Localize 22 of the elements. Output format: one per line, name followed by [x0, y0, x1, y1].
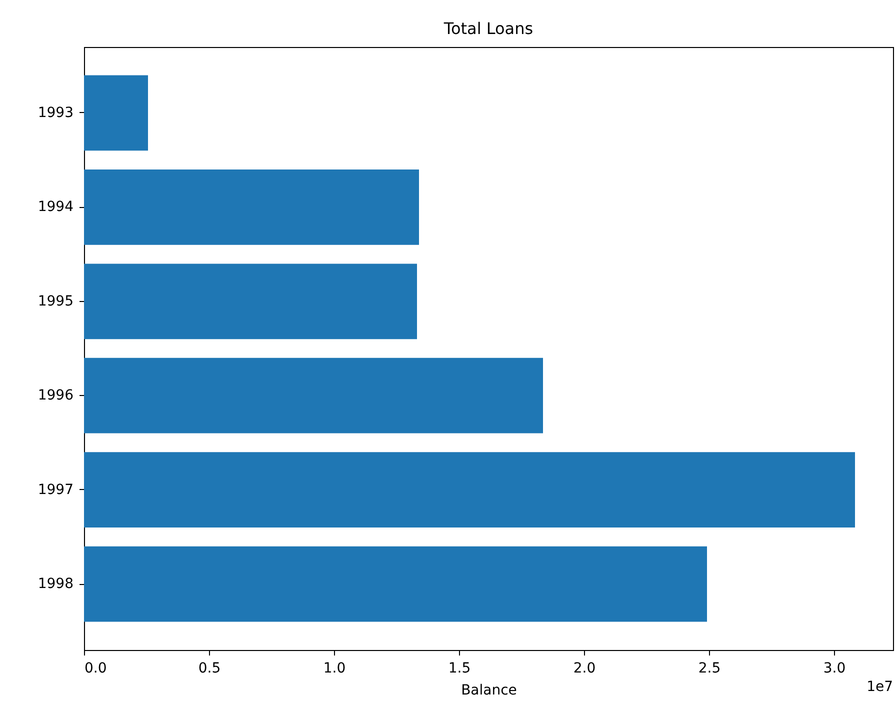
bar [84, 75, 148, 151]
x-tick-label: 3.0 [823, 660, 846, 676]
bar [84, 546, 707, 622]
y-tick-label: 1993 [38, 104, 74, 121]
y-tick-label: 1997 [38, 482, 74, 498]
bar [84, 169, 419, 245]
x-tick-label: 2.0 [573, 660, 596, 676]
text: 1e7 [866, 679, 893, 695]
x-axis-title: Balance [461, 682, 517, 698]
x-tick-label: 1.0 [323, 660, 346, 676]
x-tick-label: 1.5 [448, 660, 471, 676]
bar [84, 358, 543, 434]
x-tick-label: 2.5 [698, 660, 721, 676]
bar [84, 452, 855, 528]
y-tick-label: 1996 [38, 388, 74, 404]
chart-title: Total Loans [442, 19, 534, 38]
y-tick-label: 1994 [38, 199, 74, 216]
x-tick-label: 0.5 [198, 660, 221, 676]
bar [84, 264, 417, 340]
x-tick-label: 0.0 [84, 660, 107, 676]
y-tick-label: 1998 [38, 576, 74, 592]
y-tick-label: 1995 [38, 293, 74, 310]
